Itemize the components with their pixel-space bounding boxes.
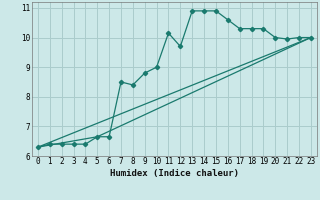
X-axis label: Humidex (Indice chaleur): Humidex (Indice chaleur) xyxy=(110,169,239,178)
